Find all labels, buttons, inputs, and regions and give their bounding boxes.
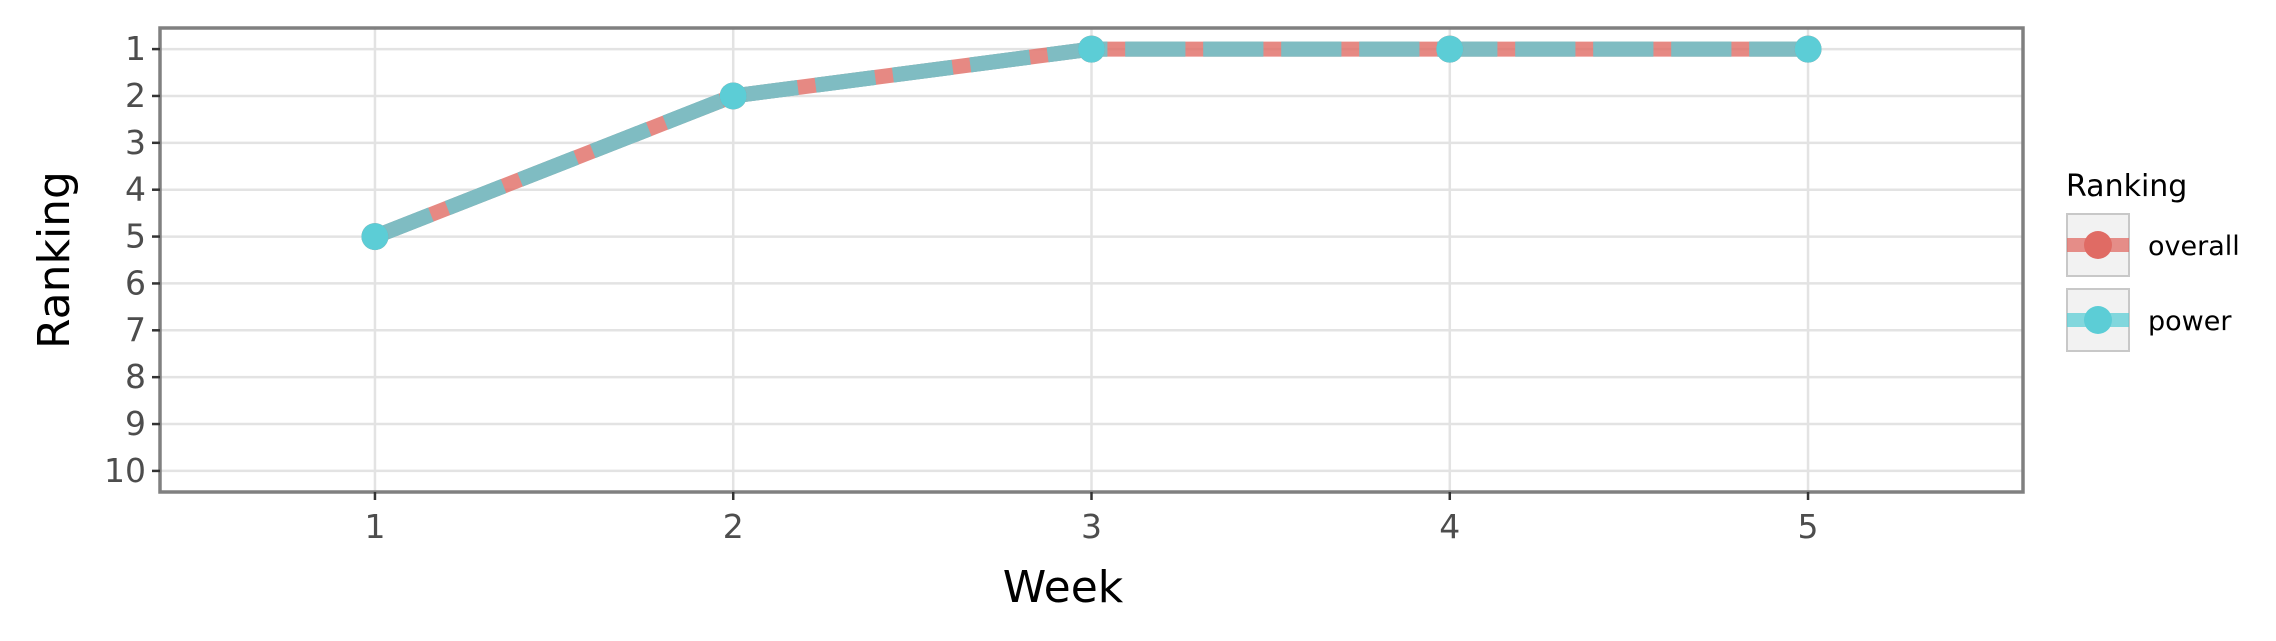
legend-title: Ranking	[2066, 169, 2187, 204]
data-point-power	[1078, 35, 1105, 63]
y-tick-label: 1	[125, 29, 146, 68]
series-points	[361, 35, 1822, 251]
y-tick-label: 3	[125, 123, 146, 162]
x-tick-label: 5	[1798, 507, 1819, 546]
legend-label-overall: overall	[2148, 231, 2240, 262]
y-tick-label: 2	[125, 76, 146, 115]
data-point-power	[1436, 35, 1464, 63]
y-tick-label: 6	[125, 263, 146, 302]
y-tick-label: 5	[125, 217, 146, 256]
x-tick-label: 3	[1081, 507, 1102, 546]
x-tick-label: 4	[1439, 507, 1460, 546]
y-tick-label: 4	[125, 170, 146, 209]
legend-item-overall: overall	[2066, 213, 2240, 277]
legend-marker-overall	[2084, 231, 2112, 259]
y-tick-label: 7	[125, 310, 146, 349]
x-axis-title: Week	[1003, 562, 1124, 613]
x-gridlines	[373, 28, 1810, 492]
y-tick-label: 9	[125, 404, 146, 443]
legend-item-power: power	[2066, 288, 2232, 352]
legend-marker-power	[2084, 306, 2112, 334]
legend-label-power: power	[2148, 306, 2232, 337]
x-tick-label: 2	[723, 507, 744, 546]
x-axis-ticks: 1 2 3 4 5	[364, 492, 1819, 546]
y-tick-label: 10	[104, 451, 146, 490]
data-point-power	[1794, 35, 1822, 63]
legend: Ranking overall power	[2066, 169, 2240, 352]
y-axis-title: Ranking	[29, 171, 80, 349]
y-tick-label: 8	[125, 357, 146, 396]
legend-keys: overall power	[2066, 213, 2240, 352]
data-point-power	[361, 223, 389, 251]
x-tick-label: 1	[364, 507, 385, 546]
y-axis-ticks: 1 2 3 4 5 6 7 8 9 10	[104, 29, 160, 490]
data-point-power	[719, 82, 747, 110]
